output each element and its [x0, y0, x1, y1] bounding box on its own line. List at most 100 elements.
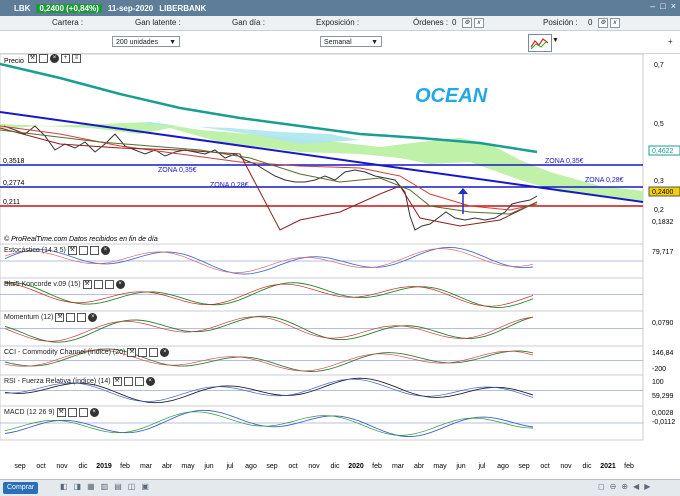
chart-area[interactable]: OCEAN Precio ZONA 0,35€ ZONA 0,28€ ZONA …: [0, 53, 680, 479]
period-select[interactable]: Semanal ▼: [320, 36, 382, 47]
zone-label-2: ZONA 0,28€: [210, 182, 249, 189]
settings-icon[interactable]: ≡: [72, 54, 81, 63]
indicator-signal-line: [4, 316, 534, 342]
instrument-name: LIBERBANK: [159, 3, 207, 13]
cloud-band-blue: [140, 122, 360, 144]
indicator-pane-3: 146,84 -200: [0, 345, 674, 376]
close-icon[interactable]: ×: [145, 377, 155, 386]
ordenes-label: Órdenes :: [413, 18, 449, 27]
window-icon[interactable]: [134, 377, 144, 386]
indicator-line: [4, 315, 534, 343]
close-icon[interactable]: ×: [50, 54, 59, 63]
indicator-pane-2: 0,0790: [0, 310, 674, 347]
window-icon[interactable]: [149, 348, 159, 357]
x-tick-label: jul: [477, 463, 485, 470]
bottom-bar: Comprar ◧◨▦▥▤◫▣ ◻⊖⊕◀▶: [0, 479, 680, 496]
x-tick-label: jun: [455, 463, 465, 470]
minimize-icon[interactable]: –: [650, 1, 656, 11]
close-icon[interactable]: ×: [160, 348, 170, 357]
chart-style-button[interactable]: [528, 34, 552, 52]
window-icon[interactable]: [67, 408, 77, 417]
window-icon[interactable]: [93, 280, 103, 289]
position-x-icon[interactable]: x: [610, 18, 620, 28]
wrench-icon[interactable]: ⚒: [112, 377, 122, 386]
wrench-icon[interactable]: ⚒: [127, 348, 137, 357]
chevron-down-icon: ▼: [371, 39, 378, 46]
window-icon[interactable]: [66, 313, 76, 322]
x-tick-label: 2021: [600, 463, 616, 470]
wrench-icon[interactable]: ⚒: [67, 246, 77, 255]
posicion-value: 0: [588, 18, 593, 27]
ordenes-value: 0: [452, 18, 457, 27]
pane-title-text: MACD (12 26 9): [4, 409, 55, 416]
long-ma-line: [0, 62, 538, 154]
x-tick-label: jun: [203, 463, 213, 470]
wrench-icon[interactable]: ⚒: [56, 408, 66, 417]
close-icon[interactable]: ×: [115, 280, 125, 289]
x-tick-label: sep: [14, 463, 25, 470]
x-tick-label: feb: [120, 463, 130, 470]
window-icon[interactable]: [138, 348, 148, 357]
x-tick-label: mar: [140, 463, 153, 470]
x-tick-label: sep: [266, 463, 277, 470]
exposicion-label: Exposición :: [316, 18, 360, 27]
window-icon[interactable]: [39, 54, 48, 63]
add-icon[interactable]: +: [668, 37, 673, 46]
pane-tag: 59,299: [652, 393, 674, 400]
pane-title-text: CCI - Commodity Channel (índice) (20): [4, 349, 126, 356]
close-icon[interactable]: ×: [88, 313, 98, 322]
pane-tag: -0,0112: [652, 419, 675, 426]
ma-red-line: [0, 125, 538, 211]
window-icon[interactable]: [78, 246, 88, 255]
window-icon[interactable]: [77, 313, 87, 322]
buy-button[interactable]: Comprar: [3, 482, 39, 494]
pane-title-3: CCI - Commodity Channel (índice) (20) ⚒ ×: [4, 348, 170, 357]
x-tick-label: nov: [560, 463, 572, 470]
level-label-3: 0,211: [3, 199, 20, 206]
x-tick-label: feb: [372, 463, 382, 470]
units-select[interactable]: 200 unidades ▼: [112, 36, 180, 47]
level-label-2: 0,2774: [3, 180, 25, 187]
orders-x-icon[interactable]: x: [474, 18, 484, 28]
indicator-signal-line: [5, 378, 534, 402]
wrench-icon[interactable]: ⚒: [55, 313, 65, 322]
indicator-pane-5: 0,0028 -0,0112: [0, 405, 675, 441]
x-tick-label: 2019: [96, 463, 112, 470]
indicator-signal-line: [4, 349, 534, 372]
tag-4622: 0,4622: [652, 148, 674, 155]
toolbar-icons[interactable]: ◧◨▦▥▤◫▣: [60, 482, 155, 491]
close-icon[interactable]: ×: [100, 246, 110, 255]
arrowhead-icon: [458, 188, 468, 194]
wrench-icon[interactable]: ⚒: [28, 54, 37, 63]
latente-label: Gan latente :: [135, 18, 181, 27]
window-icon[interactable]: [104, 280, 114, 289]
indicator-signal-line: [4, 248, 534, 273]
x-tick-label: nov: [56, 463, 68, 470]
x-tick-label: dic: [583, 463, 592, 470]
window-icon[interactable]: [89, 246, 99, 255]
position-bar: Cartera : Gan latente : Gan día : Exposi…: [0, 16, 680, 31]
pane-tag: 0,0028: [652, 410, 674, 417]
window-icon[interactable]: [78, 408, 88, 417]
window-icon[interactable]: [123, 377, 133, 386]
ocean-watermark: OCEAN: [415, 85, 488, 107]
close-icon[interactable]: ×: [89, 408, 99, 417]
add-icon[interactable]: +: [61, 54, 70, 63]
pane-title-1: Blai5 Koncorde v.09 (15) ⚒ ×: [4, 280, 125, 289]
position-gear-icon[interactable]: ⚙: [598, 18, 608, 28]
orders-gear-icon[interactable]: ⚙: [462, 18, 472, 28]
window-controls: – □ ×: [650, 1, 676, 11]
chevron-down-icon[interactable]: ▼: [552, 37, 559, 44]
x-tick-label: nov: [308, 463, 320, 470]
price-pane-tools: ⚒ × + ≡: [28, 54, 81, 63]
change-badge: 0,2400 (+0,84%): [36, 3, 102, 13]
level-label-1: 0,3518: [3, 158, 25, 165]
wrench-icon[interactable]: ⚒: [82, 280, 92, 289]
maximize-icon[interactable]: □: [660, 1, 666, 11]
price-pane-title: Precio: [4, 58, 24, 65]
zoom-controls[interactable]: ◻⊖⊕◀▶: [598, 482, 656, 491]
posicion-label: Posición :: [543, 18, 578, 27]
chart-svg[interactable]: OCEAN Precio ZONA 0,35€ ZONA 0,28€ ZONA …: [0, 53, 680, 479]
close-icon[interactable]: ×: [670, 1, 676, 11]
x-tick-label: oct: [288, 463, 297, 470]
